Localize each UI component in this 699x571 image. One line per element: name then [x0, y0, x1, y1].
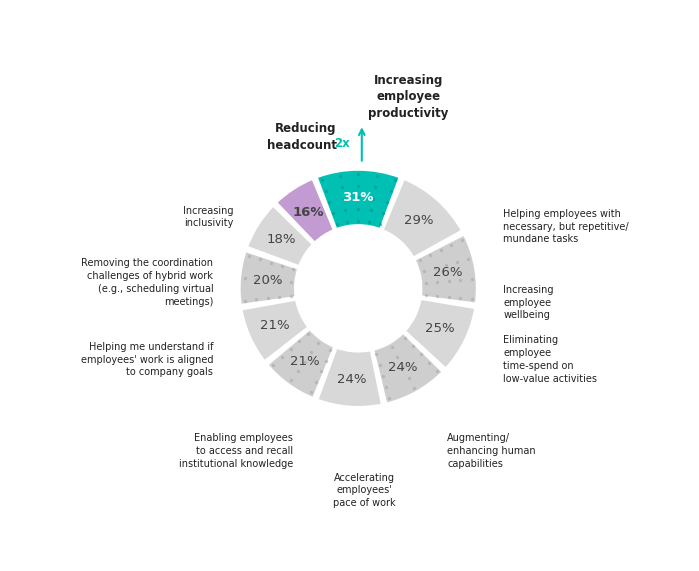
Text: 25%: 25%: [425, 321, 455, 335]
Text: Reducing
headcount: Reducing headcount: [267, 122, 337, 152]
Text: Helping employees with
necessary, but repetitive/
mundane tasks: Helping employees with necessary, but re…: [503, 209, 629, 244]
Wedge shape: [247, 206, 313, 267]
Text: Helping me understand if
employees' work is aligned
to company goals: Helping me understand if employees' work…: [81, 342, 213, 377]
Text: 29%: 29%: [404, 214, 433, 227]
Text: 31%: 31%: [343, 191, 374, 204]
Text: 24%: 24%: [388, 361, 418, 374]
Text: 24%: 24%: [337, 372, 366, 385]
Text: Increasing
employee
productivity: Increasing employee productivity: [368, 74, 448, 119]
Wedge shape: [240, 251, 298, 305]
Text: Eliminating
employee
time-spend on
low-value activities: Eliminating employee time-spend on low-v…: [503, 335, 597, 384]
Wedge shape: [373, 332, 443, 404]
Text: Increasing
employee
wellbeing: Increasing employee wellbeing: [503, 285, 554, 320]
Text: 16%: 16%: [293, 206, 324, 219]
Text: 21%: 21%: [261, 319, 290, 332]
Wedge shape: [267, 329, 334, 399]
Text: 20%: 20%: [253, 274, 282, 287]
Wedge shape: [241, 299, 308, 361]
Text: Accelerating
employees'
pace of work: Accelerating employees' pace of work: [333, 473, 396, 508]
Text: 21%: 21%: [290, 355, 319, 368]
Text: Removing the coordination
challenges of hybrid work
(e.g., scheduling virtual
me: Removing the coordination challenges of …: [81, 258, 213, 307]
Wedge shape: [276, 179, 334, 243]
Wedge shape: [405, 299, 475, 369]
Wedge shape: [382, 179, 462, 258]
Text: Increasing
inclusivity: Increasing inclusivity: [183, 206, 233, 228]
Text: 2x: 2x: [334, 138, 350, 151]
Wedge shape: [317, 348, 382, 407]
Text: 26%: 26%: [433, 267, 463, 279]
Text: 18%: 18%: [266, 234, 296, 246]
Text: Augmenting/
enhancing human
capabilities: Augmenting/ enhancing human capabilities: [447, 433, 536, 469]
Text: Enabling employees
to access and recall
institutional knowledge: Enabling employees to access and recall …: [179, 433, 293, 469]
Wedge shape: [415, 234, 477, 304]
Wedge shape: [317, 170, 400, 230]
